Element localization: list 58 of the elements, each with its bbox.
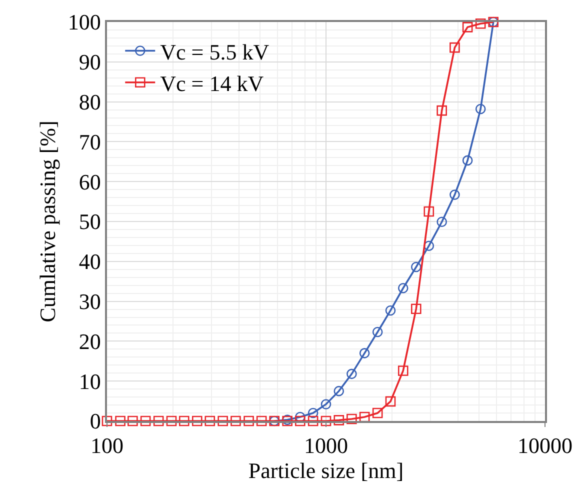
y-tick-label: 80 [78, 90, 101, 114]
point [334, 415, 344, 426]
point [308, 416, 318, 426]
point [308, 408, 318, 418]
y-tick-label: 90 [78, 50, 101, 75]
point [410, 304, 422, 314]
point [140, 416, 151, 426]
point [475, 18, 486, 29]
y-tick-label: 40 [78, 249, 101, 274]
y-tick-label: 0 [90, 408, 101, 434]
y-tick-label: 50 [78, 209, 101, 234]
point [295, 416, 306, 426]
point [102, 416, 112, 426]
point [230, 416, 241, 426]
point [385, 305, 396, 316]
point [424, 240, 434, 251]
point [128, 416, 138, 426]
point [320, 416, 332, 426]
point [450, 42, 460, 53]
point [166, 416, 177, 426]
point [244, 416, 254, 426]
x-tick-label: 10000 [518, 433, 572, 458]
y-tick-label: 10 [78, 368, 101, 394]
point [178, 416, 190, 426]
point [359, 348, 370, 358]
point [462, 22, 473, 32]
point [218, 416, 228, 426]
point [204, 416, 216, 426]
x-tick-label: 1000 [304, 433, 348, 458]
point [385, 396, 396, 407]
point [320, 399, 332, 410]
point [346, 368, 357, 380]
point [153, 416, 164, 426]
point [398, 366, 408, 376]
point [398, 282, 408, 294]
point [256, 416, 267, 426]
y-tick-label: 70 [78, 129, 101, 154]
point [436, 216, 447, 228]
y-tick-label: 20 [78, 328, 101, 354]
point [436, 105, 447, 116]
point [372, 326, 383, 338]
y-axis-title: Cumlative passing [%] [35, 120, 60, 322]
y-tick-label: 30 [78, 289, 101, 314]
point [424, 206, 434, 217]
point [410, 262, 422, 272]
y-tick-label: 60 [78, 169, 101, 194]
legend-label: Vc = 5.5 kV [160, 39, 270, 64]
point [115, 416, 126, 426]
x-axis-title: Particle size [nm] [248, 458, 404, 484]
point [372, 408, 383, 418]
legend-label: Vc = 14 kV [160, 70, 264, 96]
point [334, 386, 344, 396]
y-tick-label: 100 [68, 10, 101, 35]
point [450, 190, 460, 200]
point [192, 416, 202, 426]
point [462, 155, 473, 166]
point [475, 104, 486, 114]
point [346, 414, 357, 424]
